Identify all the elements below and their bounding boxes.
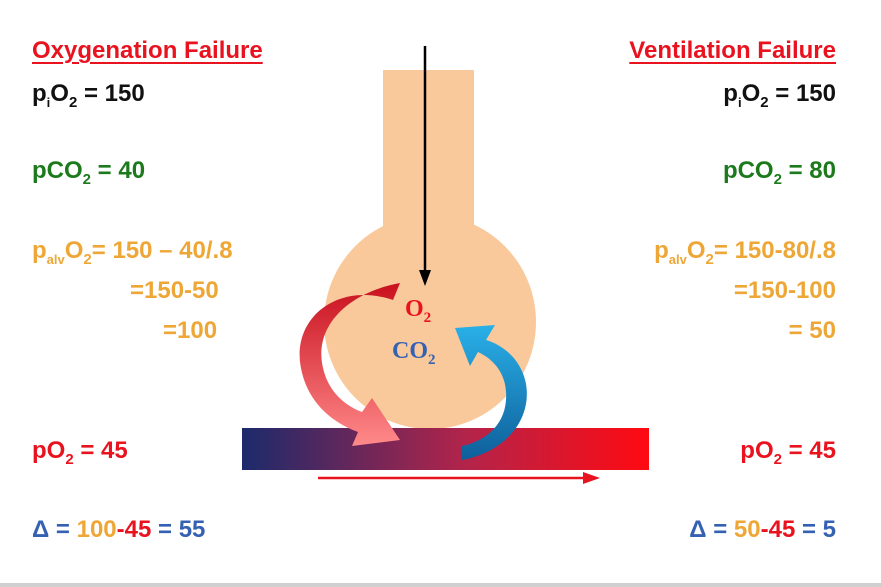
left-title: Oxygenation Failure	[32, 37, 263, 64]
right-palvo2-step2: =150-100	[733, 277, 836, 304]
right-palvo2: palvO2= 150-80/.8	[654, 237, 836, 268]
left-po2: pO2 = 45	[32, 437, 128, 468]
alveolus-sac	[324, 215, 536, 429]
right-delta: Δ = 50-45 = 5	[689, 516, 836, 543]
slide-bottom-border	[0, 583, 881, 587]
blood-flow-arrow	[318, 472, 600, 484]
left-pco2: pCO2 = 40	[32, 157, 146, 188]
right-palvo2-step3: = 50	[788, 317, 836, 344]
co2-label: CO2	[392, 338, 436, 368]
right-title: Ventilation Failure	[629, 37, 836, 64]
left-delta: Δ = 100-45 = 55	[32, 516, 206, 543]
right-po2: pO2 = 45	[740, 437, 836, 468]
left-palvo2: palvO2= 150 – 40/.8	[32, 237, 233, 268]
right-pio2: piO2 = 150	[723, 80, 836, 111]
inspiration-arrow	[419, 46, 431, 286]
co2-diffusion-arrow	[455, 325, 527, 460]
o2-label: O2	[405, 296, 432, 326]
left-palvo2-step2: =150-50	[130, 277, 219, 304]
right-pco2: pCO2 = 80	[722, 157, 836, 188]
left-palvo2-step3: =100	[163, 317, 218, 344]
left-pio2: piO2 = 150	[32, 80, 145, 111]
o2-diffusion-arrow	[299, 283, 400, 446]
capillary-bar	[242, 428, 649, 470]
